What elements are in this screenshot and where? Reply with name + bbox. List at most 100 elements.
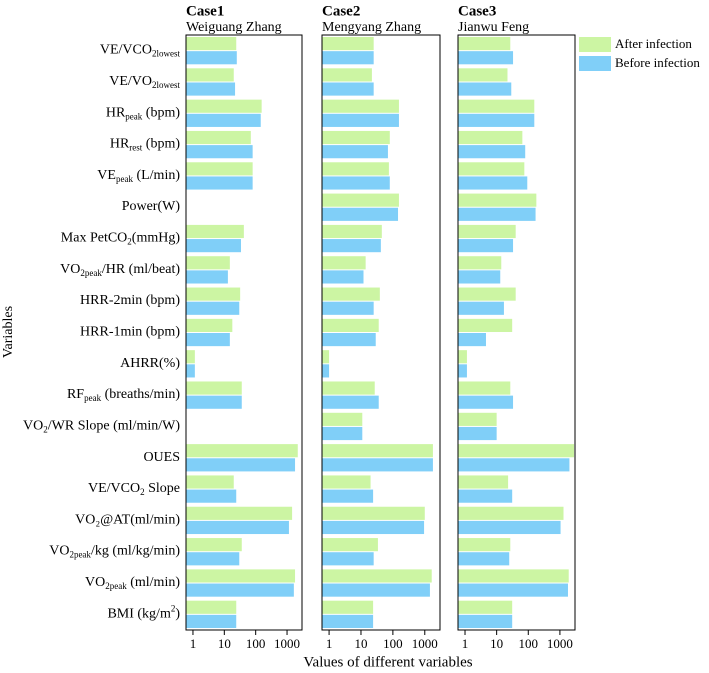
bar [186,506,293,520]
bar [322,552,374,566]
panel-subtitle: Jianwu Feng [458,20,529,35]
bar [322,458,433,472]
x-tick-label: 10 [354,636,367,651]
category-label-part: VE/VO [109,74,152,89]
category-label: VO2peak/HR (ml/beat) [60,262,180,278]
bar [458,569,569,583]
bar [458,176,528,190]
bar [458,395,514,409]
bar [322,600,374,614]
bar [186,270,228,284]
bar [186,256,230,270]
x-axis-label: Values of different variables [303,654,472,670]
category-label: VO2/WR Slope (ml/min/W) [23,419,180,435]
bar [186,287,241,301]
bar [186,318,233,332]
category-label: HRpeak (bpm) [106,106,181,122]
bar [186,350,195,364]
bar [186,68,234,82]
bar [458,552,510,566]
bar [458,538,511,552]
category-label-part: AHRR(%) [120,356,180,371]
bar [458,489,513,503]
bar [322,381,375,395]
category-label-part: HR [110,137,130,152]
bar [458,99,535,113]
category-label-part: VO [23,419,43,434]
bar [458,381,511,395]
x-tick-label: 100 [383,636,403,651]
bar [322,520,425,535]
panel-frame [457,34,576,631]
x-tick-label: 1 [190,636,197,651]
bar [458,583,568,597]
bar [186,475,234,489]
bar [458,256,502,270]
bar [186,130,251,145]
category-label-part: rest [129,143,142,153]
bar [458,333,486,347]
bar [186,176,253,190]
category-label-part: /WR Slope (ml/min/W) [48,419,181,434]
panel-title: Case2 [322,3,360,19]
category-label-part: Max PetCO [61,231,128,246]
bar [322,239,381,253]
category-label-part: HRR-1min (bpm) [80,325,180,340]
x-tick-label: 1000 [274,636,300,651]
bar [322,364,330,378]
category-label-part: /HR (ml/beat) [102,262,180,277]
category-label-part: 2peak [80,268,102,278]
bar [322,51,374,65]
category-label-part: VE/VCO [100,43,152,58]
bar [458,51,514,65]
bar [322,224,382,239]
bar [458,37,511,51]
bar [186,538,242,552]
bar [458,520,561,535]
bar [322,506,425,520]
category-label-part: 2 [171,603,176,613]
bar [186,51,237,65]
bar [186,569,296,583]
x-tick-label: 100 [519,636,539,651]
bar [322,444,433,458]
category-label: HRR-1min (bpm) [80,325,180,340]
x-tick-label: 100 [246,636,266,651]
category-label-part: peak [125,111,142,121]
bar [322,68,372,82]
bar [322,82,374,96]
category-label: VEpeak (L/min) [97,168,180,184]
bar [322,176,390,190]
bar [458,412,497,426]
x-tick-label: 1000 [412,636,438,651]
bar [186,113,261,127]
category-label-part: (L/min) [133,168,180,183]
panel-title: Case3 [458,3,496,19]
category-label-part: 2peak [69,550,91,560]
category-label-part: VO₂@AT(ml/min) [75,513,180,528]
bar [186,614,237,628]
bar [322,475,371,489]
bar [458,82,512,96]
legend-swatch [579,56,611,71]
bar [186,145,253,159]
bar [458,444,575,458]
category-label-part: HR [106,106,126,121]
bar [322,426,363,441]
bar [458,287,516,301]
bar [458,224,516,239]
bar [186,381,242,395]
bar [458,426,497,441]
y-axis-label: Variables [1,306,16,358]
bar [458,162,525,176]
bar [458,600,513,614]
bar [458,301,504,315]
category-label: RFpeak (breaths/min) [67,387,180,403]
category-label: Power(W) [122,199,181,214]
bar [186,583,294,597]
category-label: VO₂@AT(ml/min) [75,513,180,528]
category-label-part: RF [67,387,84,402]
bar [458,145,526,159]
x-tick-label: 10 [218,636,231,651]
category-label-part: OUES [143,450,180,465]
